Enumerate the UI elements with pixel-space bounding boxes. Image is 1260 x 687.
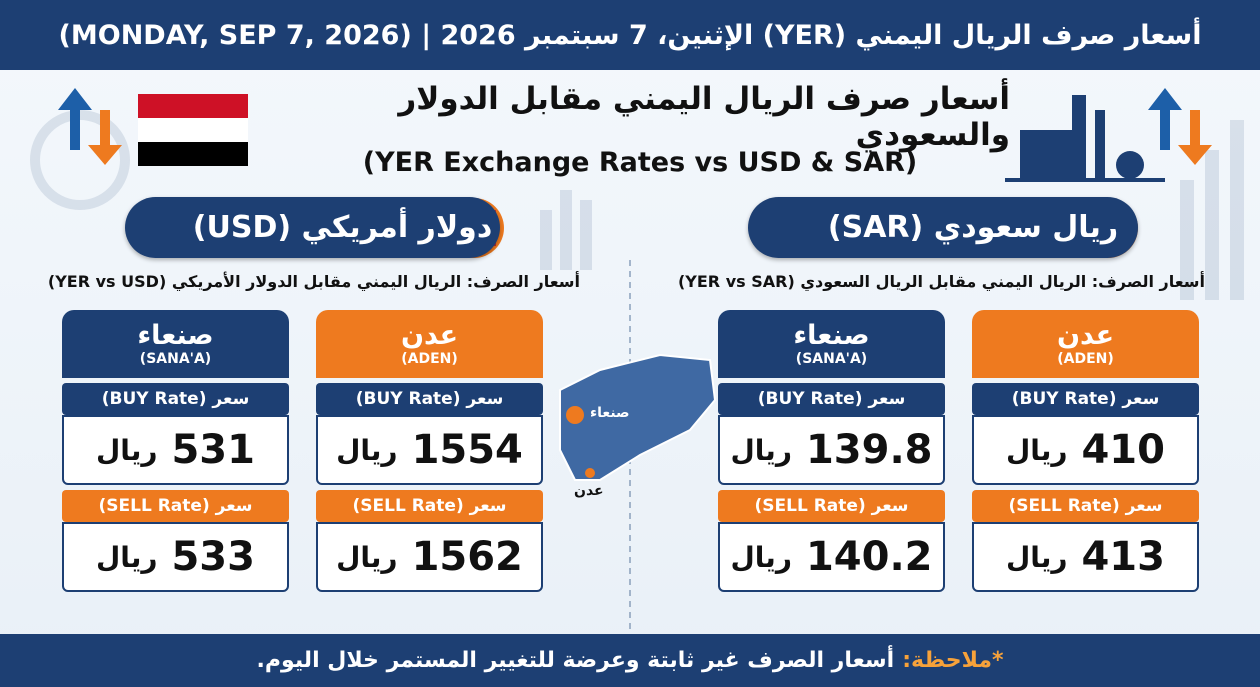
currency: ريال	[96, 540, 158, 574]
buy-value-box: ريال 531	[62, 415, 289, 485]
buy-value-box: ريال 139.8	[718, 415, 945, 485]
footer: *ملاحظة: أسعار الصرف غير ثابتة وعرضة للت…	[0, 634, 1260, 687]
city-name-en: (ADEN)	[1057, 351, 1114, 367]
currency: ريال	[730, 433, 792, 467]
map-label: صنعاء	[590, 405, 630, 421]
city-header: عدن (ADEN)	[316, 310, 543, 378]
sell-label: سعر (SELL Rate)	[62, 490, 289, 522]
buy-rate: 531	[171, 427, 255, 473]
title-english: (YER Exchange Rates vs USD & SAR)	[362, 146, 918, 178]
buy-label: سعر (BUY Rate)	[62, 383, 289, 415]
currency: ريال	[336, 433, 398, 467]
currency: ريال	[1006, 540, 1068, 574]
section-subtitle: أسعار الصرف: الريال اليمني مقابل الريال …	[677, 272, 1205, 291]
buy-rate: 410	[1081, 427, 1165, 473]
city-name: صنعاء	[793, 320, 870, 351]
city-name: عدن	[400, 320, 459, 351]
buy-label: سعر (BUY Rate)	[972, 383, 1199, 415]
buy-label: سعر (BUY Rate)	[718, 383, 945, 415]
sell-label: سعر (SELL Rate)	[316, 490, 543, 522]
sell-label: سعر (SELL Rate)	[972, 490, 1199, 522]
title-arabic: أسعار صرف الريال اليمني مقابل الدولار وا…	[398, 81, 1010, 153]
sell-value-box: ريال 533	[62, 522, 289, 592]
section-label: ريال سعودي (SAR)	[748, 197, 1138, 258]
city-name-en: (SANA'A)	[139, 351, 212, 367]
buy-value-box: ريال 1554	[316, 415, 543, 485]
currency: ريال	[96, 433, 158, 467]
section-subtitle: أسعار الصرف: الريال اليمني مقابل الدولار…	[47, 272, 580, 291]
buy-rate: 1554	[411, 427, 523, 473]
city-header: عدن (ADEN)	[972, 310, 1199, 378]
sell-label: سعر (SELL Rate)	[718, 490, 945, 522]
currency: ريال	[730, 540, 792, 574]
header-title: أسعار صرف الريال اليمني (YER) الإثنين، 7…	[0, 0, 1260, 70]
city-name: عدن	[1056, 320, 1115, 351]
sell-value-box: ريال 140.2	[718, 522, 945, 592]
sell-rate: 533	[171, 534, 255, 580]
sell-rate: 413	[1081, 534, 1165, 580]
sell-value-box: ريال 413	[972, 522, 1199, 592]
currency: ريال	[336, 540, 398, 574]
city-name-en: (SANA'A)	[795, 351, 868, 367]
note-label: *ملاحظة:	[902, 648, 1004, 673]
city-name-en: (ADEN)	[401, 351, 458, 367]
section-label: دولار أمريكي (USD)	[125, 197, 500, 258]
buy-label: سعر (BUY Rate)	[316, 383, 543, 415]
buy-rate: 139.8	[805, 427, 933, 473]
city-name: صنعاء	[137, 320, 214, 351]
map-label: عدن	[574, 483, 604, 499]
currency: ريال	[1006, 433, 1068, 467]
city-header: صنعاء (SANA'A)	[718, 310, 945, 378]
sell-value-box: ريال 1562	[316, 522, 543, 592]
note: أسعار الصرف غير ثابتة وعرضة للتغيير المس…	[256, 648, 895, 673]
city-header: صنعاء (SANA'A)	[62, 310, 289, 378]
sell-rate: 140.2	[805, 534, 933, 580]
buy-value-box: ريال 410	[972, 415, 1199, 485]
sell-rate: 1562	[411, 534, 523, 580]
